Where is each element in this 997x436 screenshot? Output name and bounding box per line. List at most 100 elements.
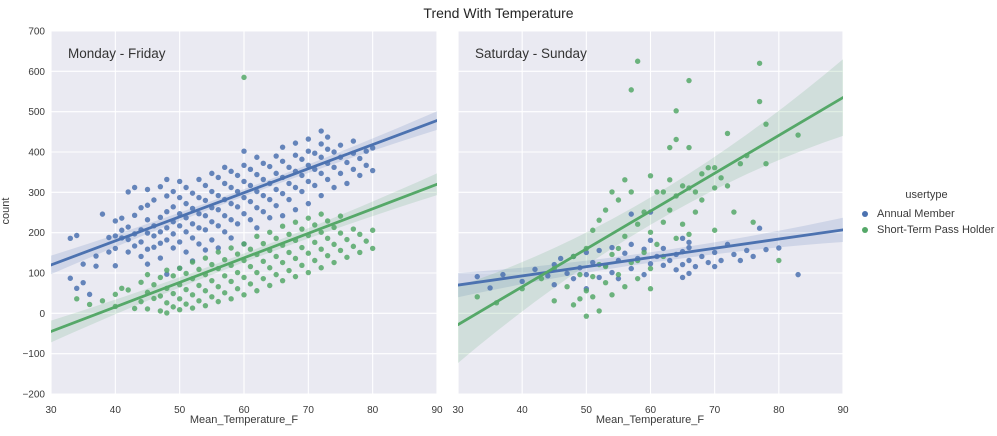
scatter-point [737,160,744,167]
scatter-point [679,274,686,281]
scatter-point [131,212,138,219]
scatter-point [215,298,221,305]
scatter-point [634,58,641,64]
scatter-point [305,162,312,169]
scatter-point [305,215,312,221]
scatter-point [299,156,305,162]
scatter-point [590,294,596,300]
scatter-point [157,229,164,235]
scatter-point [267,265,273,271]
scatter-point [583,313,590,319]
scatter-point [763,121,769,127]
scatter-point [279,158,286,164]
scatter-point [318,229,324,235]
scatter-point [292,152,299,158]
scatter-point [222,256,228,263]
regression-line [51,119,437,267]
scatter-point [679,235,686,242]
scatter-point [241,74,247,81]
scatter-point [628,189,634,195]
scatter-point [369,167,376,174]
scatter-point [350,166,357,173]
scatter-point [170,273,176,279]
scatter-point [215,284,221,290]
scatter-point [125,287,131,293]
scatter-point [176,239,183,245]
scatter-point [273,186,279,193]
scatter-point [144,246,151,252]
x-tick-label: 30 [452,405,464,416]
scatter-point [609,269,615,276]
scatter-point [724,130,731,137]
scatter-point [189,259,196,265]
scatter-point [602,207,609,213]
y-tick-label: 0 [39,309,45,320]
scatter-point [74,232,80,239]
scatter-point [260,192,266,199]
legend-marker-annual-member-icon [862,211,868,217]
scatter-point [344,236,350,243]
scatter-point [241,162,247,169]
scatter-point [363,162,369,169]
scatter-point [577,271,583,278]
scatter-point [305,250,312,256]
scatter-point [196,194,202,201]
scatter-point [673,267,679,273]
scatter-point [731,251,737,258]
scatter-point [202,182,209,189]
scatter-point [254,288,260,294]
scatter-point [196,298,202,304]
x-tick-label: 50 [581,405,593,416]
scatter-point [202,197,209,204]
scatter-point [260,275,266,282]
scatter-point [209,277,215,284]
scatter-point [228,200,234,207]
scatter-point [318,170,324,177]
scatter-point [267,196,273,203]
scatter-point [119,215,125,221]
scatter-point [357,155,363,162]
scatter-point [647,265,654,272]
scatter-point [170,231,176,237]
scatter-point [273,271,279,278]
scatter-point [331,241,337,248]
scatter-point [590,227,596,233]
y-tick-label: 100 [28,269,45,280]
scatter-point [189,221,196,227]
scatter-point [795,271,801,278]
scatter-point [776,245,782,251]
scatter-point [686,231,692,237]
scatter-point [318,246,324,252]
scatter-point [718,175,724,181]
scatter-point [647,237,654,244]
scatter-point [189,292,196,298]
scatter-point [699,171,705,177]
scatter-point [183,229,189,235]
scatter-point [164,208,170,215]
scatter-point [112,245,119,252]
scatter-point [279,144,286,150]
scatter-point [596,274,602,281]
scatter-point [551,281,557,288]
scatter-point [222,273,228,279]
scatter-point [144,261,151,267]
scatter-point [312,257,318,264]
scatter-point [705,165,711,171]
legend-item-annual-member: Annual Member [856,206,997,222]
scatter-point [202,213,209,219]
scatter-point [628,241,634,248]
scatter-point [273,153,279,159]
scatter-point [86,291,93,298]
scatter-point [209,237,215,243]
scatter-point [596,217,602,223]
x-tick-label: 50 [174,405,186,416]
scatter-point [119,227,125,233]
scatter-point [686,257,692,264]
scatter-point [305,148,312,154]
scatter-point [247,217,254,223]
scatter-point [609,189,615,195]
scatter-point [324,218,331,224]
scatter-point [557,255,564,262]
scatter-point [609,251,615,258]
scatter-point [324,252,331,259]
